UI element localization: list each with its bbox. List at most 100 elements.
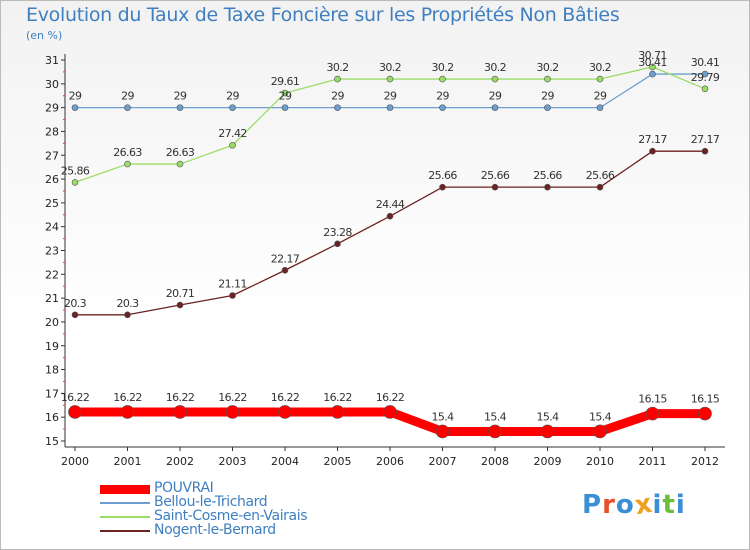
- x-tick-label: 2006: [376, 455, 404, 468]
- x-tick-label: 2003: [219, 455, 247, 468]
- data-point: [649, 63, 656, 71]
- data-label: 22.17: [271, 252, 300, 265]
- data-point: [439, 183, 446, 191]
- legend-label: Bellou-le-Trichard: [154, 494, 268, 510]
- data-point: [176, 104, 184, 111]
- data-point: [701, 147, 709, 155]
- data-label: 23.28: [323, 226, 352, 239]
- data-point: [596, 183, 604, 191]
- data-point: [544, 75, 551, 83]
- legend-swatch: [100, 484, 150, 494]
- y-tick-label: 16: [45, 411, 59, 424]
- data-label: 25.66: [428, 169, 457, 182]
- data-point: [334, 240, 341, 248]
- data-point: [701, 85, 709, 93]
- data-point: [386, 75, 394, 83]
- data-point: [330, 405, 345, 419]
- data-label: 29: [489, 90, 502, 103]
- data-label: 15.4: [431, 410, 454, 423]
- data-label: 25.66: [533, 169, 562, 182]
- data-label: 27.42: [218, 127, 247, 140]
- data-point: [71, 311, 79, 319]
- data-point: [491, 75, 499, 83]
- data-point: [491, 183, 499, 191]
- data-point: [281, 89, 289, 97]
- legend-swatch: [100, 530, 150, 532]
- x-tick-label: 2001: [114, 455, 142, 468]
- proxiti-logo: Proxiti: [582, 489, 686, 522]
- data-point: [334, 75, 341, 83]
- data-point: [596, 75, 604, 83]
- y-tick-label: 18: [45, 364, 59, 377]
- data-label: 30.41: [691, 56, 720, 69]
- data-label: 30.2: [484, 61, 506, 74]
- data-point: [649, 70, 656, 78]
- x-tick-label: 2012: [691, 455, 719, 468]
- data-point: [124, 104, 131, 111]
- data-label: 30.2: [536, 61, 558, 74]
- logo-letter: i: [675, 490, 686, 520]
- data-label: 29: [331, 90, 344, 103]
- data-label: 29: [121, 90, 134, 103]
- data-label: 25.86: [61, 164, 90, 177]
- data-point: [593, 424, 607, 439]
- data-label: 16.22: [323, 391, 352, 404]
- data-label: 20.71: [166, 287, 195, 300]
- data-point: [281, 266, 289, 274]
- data-label: 15.4: [589, 410, 612, 423]
- y-tick-label: 20: [45, 316, 59, 329]
- data-label: 24.44: [376, 198, 405, 211]
- data-point: [124, 160, 131, 168]
- data-label: 29: [226, 90, 239, 103]
- y-tick-label: 23: [45, 245, 59, 258]
- data-label: 16.22: [61, 391, 90, 404]
- data-point: [544, 104, 551, 111]
- data-point: [386, 104, 394, 111]
- data-point: [435, 424, 450, 439]
- logo-letter: t: [662, 490, 676, 520]
- y-tick-label: 29: [45, 102, 59, 115]
- y-tick-label: 27: [45, 149, 59, 162]
- data-label: 30.2: [379, 61, 401, 74]
- logo-letter: i: [652, 490, 663, 520]
- data-point: [173, 405, 187, 419]
- data-point: [540, 424, 555, 439]
- data-label: 30.2: [589, 61, 611, 74]
- logo-letter: o: [615, 490, 635, 520]
- data-label: 25.66: [586, 169, 615, 182]
- data-label: 16.15: [691, 393, 720, 406]
- y-tick-label: 30: [45, 78, 59, 91]
- legend-label: POUVRAI: [154, 480, 214, 496]
- data-label: 25.66: [481, 169, 510, 182]
- y-tick-label: 26: [45, 173, 59, 186]
- data-point: [649, 147, 656, 155]
- x-tick-label: 2010: [586, 455, 614, 468]
- data-point: [439, 104, 446, 111]
- y-tick-label: 21: [45, 292, 59, 305]
- data-label: 30.2: [326, 61, 348, 74]
- y-tick-label: 31: [45, 54, 59, 67]
- data-label: 26.63: [166, 146, 195, 159]
- data-point: [176, 160, 184, 168]
- x-tick-label: 2005: [324, 455, 352, 468]
- data-point: [68, 405, 82, 419]
- data-point: [383, 405, 397, 419]
- y-tick-label: 15: [45, 435, 59, 448]
- x-tick-label: 2004: [271, 455, 299, 468]
- x-tick-label: 2011: [639, 455, 667, 468]
- data-label: 29.61: [271, 75, 300, 88]
- data-label: 29.79: [691, 71, 720, 84]
- data-label: 27.17: [638, 133, 667, 146]
- data-point: [491, 104, 499, 111]
- logo-letter: r: [602, 490, 616, 520]
- data-point: [439, 75, 446, 83]
- y-tick-label: 17: [45, 387, 59, 400]
- legend-label: Nogent-le-Bernard: [154, 522, 276, 538]
- data-point: [698, 406, 712, 421]
- y-tick-label: 19: [45, 340, 59, 353]
- data-label: 20.3: [116, 297, 139, 310]
- data-label: 16.22: [113, 391, 142, 404]
- data-point: [229, 104, 236, 111]
- x-tick-label: 2002: [166, 455, 194, 468]
- data-point: [176, 301, 184, 309]
